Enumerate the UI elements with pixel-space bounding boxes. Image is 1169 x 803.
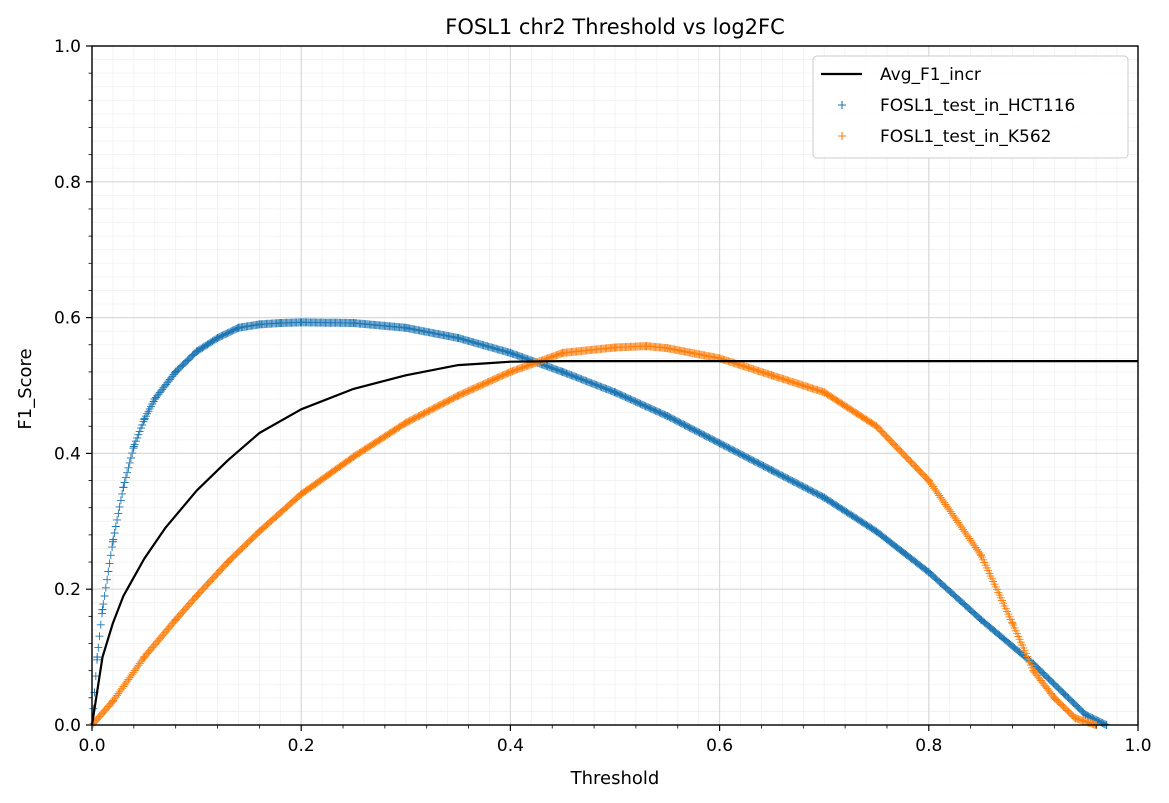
data-point	[1050, 693, 1059, 702]
data-point	[98, 605, 107, 614]
x-axis-title: Threshold	[570, 768, 660, 789]
x-tick-label: 1.0	[1124, 736, 1151, 756]
data-point	[297, 490, 306, 499]
data-point	[642, 342, 651, 351]
data-point	[276, 319, 285, 328]
data-point	[150, 395, 159, 404]
series-layer	[88, 318, 1138, 729]
data-point	[820, 493, 829, 502]
data-point	[1008, 619, 1017, 628]
legend-box	[812, 55, 1129, 159]
data-point	[192, 591, 201, 600]
y-tick-label: 0.4	[54, 444, 81, 464]
y-tick-label: 0.6	[54, 309, 81, 329]
x-tick-label: 0.6	[706, 736, 733, 756]
major-grid	[91, 45, 1139, 726]
data-point	[401, 323, 410, 332]
data-point	[1029, 666, 1038, 675]
data-point	[349, 319, 358, 328]
data-point	[924, 568, 933, 577]
data-point	[349, 452, 358, 461]
y-axis-title: F1_Score	[15, 348, 36, 429]
data-point	[506, 367, 515, 376]
data-point	[1071, 714, 1080, 723]
data-point	[454, 333, 463, 342]
data-point	[401, 418, 410, 427]
data-point	[767, 466, 776, 475]
data-point	[1060, 690, 1069, 699]
x-tick-label: 0.2	[288, 736, 315, 756]
x-tick-label: 0.4	[497, 736, 524, 756]
data-point	[872, 422, 881, 431]
series-fosl1-test-in-hct116	[88, 318, 1111, 729]
data-point	[108, 537, 117, 546]
series-line-avg-f1-incr	[90, 360, 1138, 726]
data-point	[255, 527, 264, 536]
x-tick-label: 0.8	[915, 736, 942, 756]
legend-swatch-fosl1-test-in-k562	[838, 132, 846, 140]
y-tick-label: 0.2	[54, 580, 81, 600]
data-point	[108, 697, 117, 706]
data-point	[977, 615, 986, 624]
data-point	[171, 367, 180, 376]
data-point	[767, 371, 776, 380]
data-point	[454, 391, 463, 400]
data-point	[558, 367, 567, 376]
data-point	[872, 527, 881, 536]
data-point	[223, 558, 232, 567]
legend-label-fosl1-test-in-k562: FOSL1_test_in_K562	[880, 127, 1051, 147]
data-point	[558, 348, 567, 357]
axis-ticks: 0.0 0.2 0.4 0.6 0.8 1.0 0.0 0.2 0.4 0.6 0.8 1.0	[54, 37, 1152, 756]
data-point	[192, 347, 201, 356]
data-point	[93, 653, 102, 662]
y-tick-label: 0.0	[54, 716, 81, 736]
data-point	[140, 653, 149, 662]
data-point	[140, 415, 149, 424]
data-point	[1081, 710, 1090, 719]
data-point	[663, 344, 672, 353]
legend: Avg_F1_incr FOSL1_test_in_HCT116 FOSL1_tes…	[812, 55, 1129, 159]
data-point	[977, 551, 986, 560]
data-point	[213, 333, 222, 342]
data-point	[255, 320, 264, 329]
x-tick-label: 0.0	[78, 736, 105, 756]
plot-frame	[91, 45, 1139, 726]
data-point	[129, 442, 138, 451]
data-point	[119, 483, 128, 492]
data-point	[611, 343, 619, 352]
data-point	[715, 439, 724, 448]
legend-label-avg-f1-incr: Avg_F1_incr	[880, 65, 981, 85]
data-point	[611, 388, 619, 397]
legend-swatch-fosl1-test-in-hct116	[838, 101, 846, 109]
legend-label-fosl1-test-in-hct116: FOSL1_test_in_HCT116	[880, 96, 1075, 116]
data-point	[924, 476, 933, 485]
y-tick-label: 0.8	[54, 173, 81, 193]
data-point	[297, 318, 306, 327]
data-point	[663, 412, 672, 421]
data-point	[506, 348, 515, 357]
data-point	[171, 615, 180, 624]
data-point	[820, 388, 829, 397]
chart-title: FOSL1 chr2 Threshold vs log2FC	[445, 15, 785, 39]
data-point	[234, 323, 243, 332]
y-tick-label: 1.0	[54, 37, 81, 57]
